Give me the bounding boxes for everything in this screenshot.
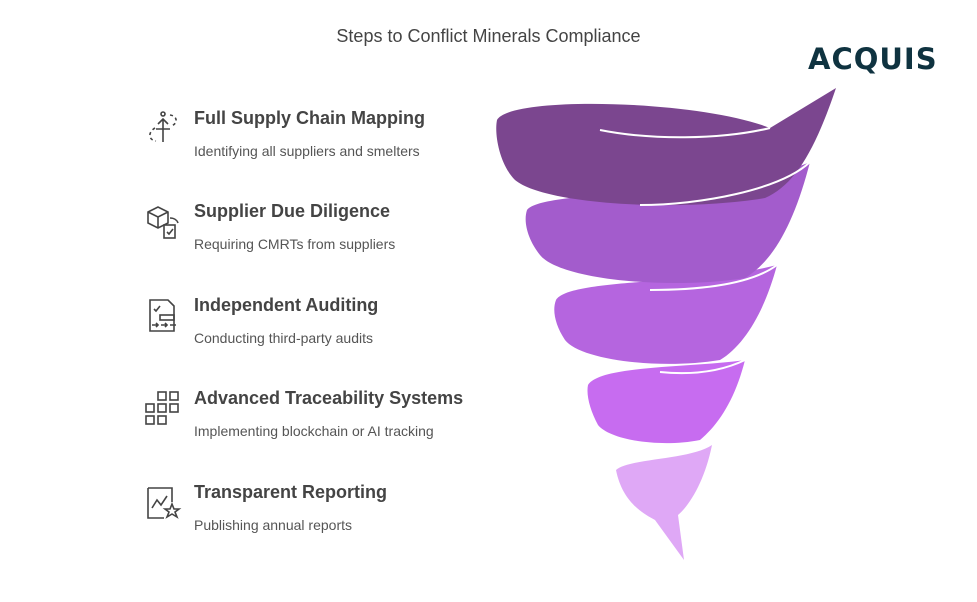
step-advanced-traceability: Advanced Traceability Systems Implementi… bbox=[140, 388, 500, 468]
funnel-band-1 bbox=[496, 88, 836, 206]
step-independent-auditing: Independent Auditing Conducting third-pa… bbox=[140, 295, 500, 375]
step-supplier-due-diligence: Supplier Due Diligence Requiring CMRTs f… bbox=[140, 201, 500, 281]
step-heading: Supplier Due Diligence bbox=[194, 201, 391, 221]
route-mapping-icon bbox=[149, 111, 177, 142]
funnel-band-5 bbox=[616, 445, 712, 560]
checklist-audit-icon bbox=[149, 299, 176, 332]
step-heading: Full Supply Chain Mapping bbox=[194, 108, 425, 128]
step-heading: Independent Auditing bbox=[194, 295, 379, 315]
package-check-icon bbox=[147, 206, 179, 239]
step-description: Conducting third-party audits bbox=[194, 330, 373, 346]
step-heading: Transparent Reporting bbox=[194, 482, 388, 502]
chart-star-icon bbox=[147, 487, 182, 519]
grid-network-icon bbox=[145, 391, 179, 425]
diagram-title: Steps to Conflict Minerals Compliance bbox=[336, 26, 641, 46]
step-description: Publishing annual reports bbox=[194, 517, 352, 533]
step-transparent-reporting: Transparent Reporting Publishing annual … bbox=[140, 482, 500, 562]
step-description: Requiring CMRTs from suppliers bbox=[194, 236, 396, 252]
acquis-logo: ACQUIS bbox=[808, 42, 938, 76]
funnel-band-4 bbox=[587, 360, 745, 444]
step-description: Identifying all suppliers and smelters bbox=[194, 143, 420, 159]
funnel-band-3 bbox=[554, 265, 777, 364]
step-heading: Advanced Traceability Systems bbox=[194, 388, 464, 408]
step-supply-chain-mapping: Full Supply Chain Mapping Identifying al… bbox=[140, 108, 500, 188]
step-description: Implementing blockchain or AI tracking bbox=[194, 423, 434, 439]
